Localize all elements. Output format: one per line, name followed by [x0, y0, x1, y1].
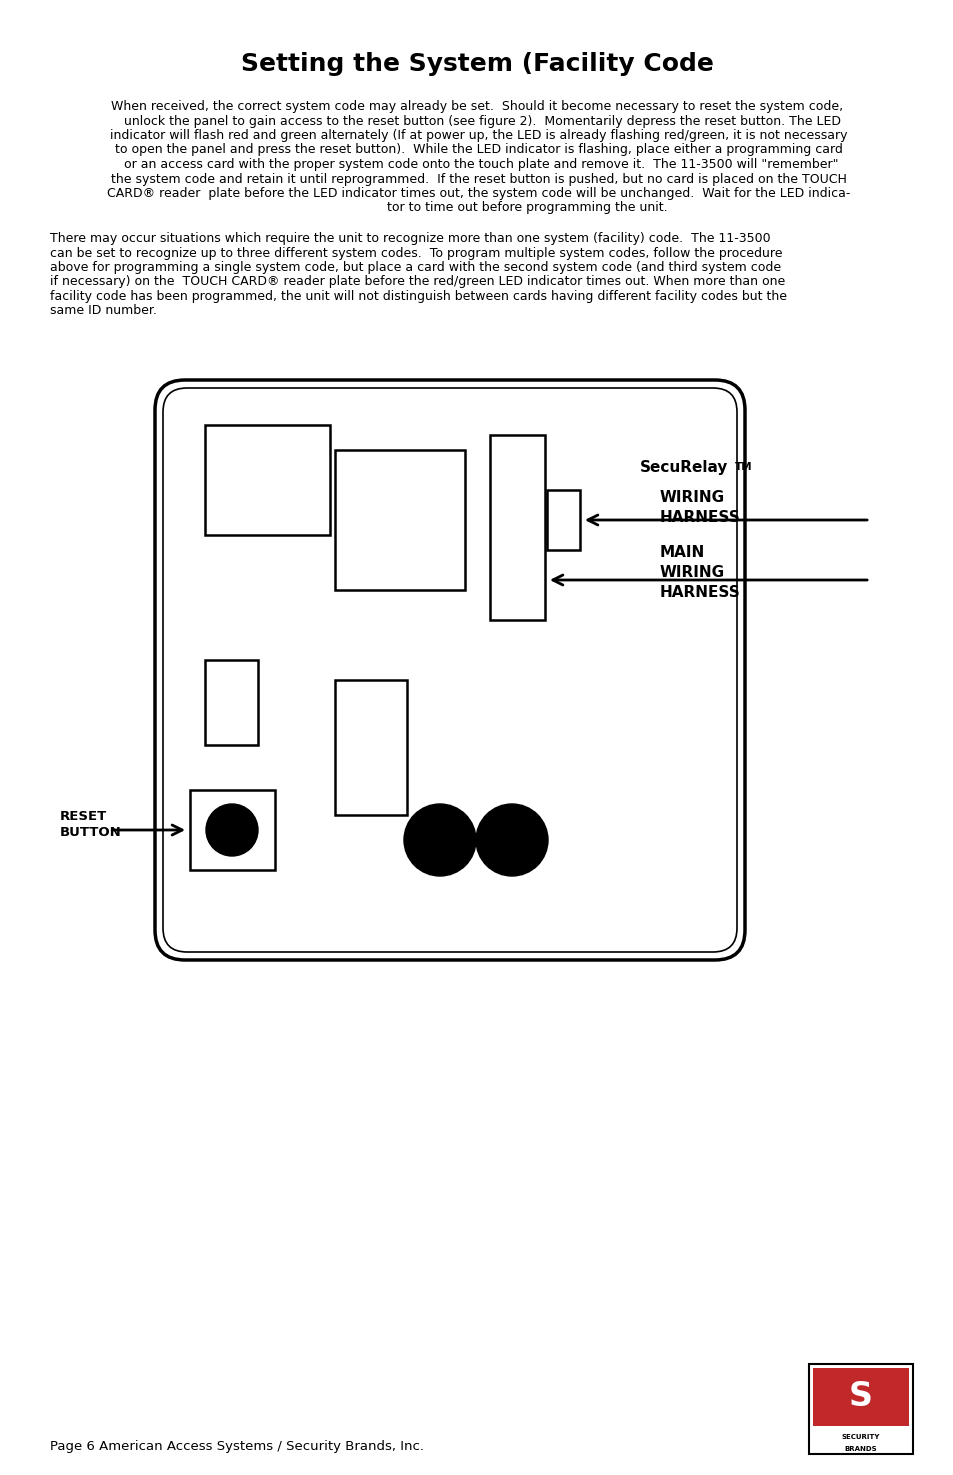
- Text: tor to time out before programming the unit.: tor to time out before programming the u…: [287, 202, 666, 214]
- Text: above for programming a single system code, but place a card with the second sys: above for programming a single system co…: [50, 261, 781, 274]
- Circle shape: [206, 804, 257, 856]
- Text: S: S: [848, 1381, 872, 1413]
- Circle shape: [403, 804, 476, 876]
- Text: to open the panel and press the reset button).  While the LED indicator is flash: to open the panel and press the reset bu…: [111, 143, 842, 156]
- Bar: [190, 791, 274, 870]
- Text: same ID number.: same ID number.: [50, 304, 156, 317]
- Text: SECURITY: SECURITY: [841, 1434, 880, 1440]
- Text: Setting the System (Facility Code: Setting the System (Facility Code: [240, 52, 713, 77]
- Text: facility code has been programmed, the unit will not distinguish between cards h: facility code has been programmed, the u…: [50, 291, 786, 302]
- Bar: [490, 435, 544, 620]
- Text: WIRING: WIRING: [659, 565, 724, 580]
- Text: MAIN: MAIN: [659, 544, 704, 560]
- Text: HARNESS: HARNESS: [659, 510, 740, 525]
- Text: BRANDS: BRANDS: [843, 1446, 877, 1451]
- Text: if necessary) on the  TOUCH CARD® reader plate before the red/green LED indicato: if necessary) on the TOUCH CARD® reader …: [50, 276, 784, 289]
- Bar: [205, 659, 257, 745]
- Text: TM: TM: [734, 462, 752, 472]
- Circle shape: [476, 804, 547, 876]
- Bar: [812, 1369, 908, 1426]
- Text: WIRING: WIRING: [659, 490, 724, 504]
- Text: RESET: RESET: [60, 810, 107, 823]
- Bar: [335, 680, 407, 816]
- Text: or an access card with the proper system code onto the touch plate and remove it: or an access card with the proper system…: [115, 158, 838, 171]
- Text: can be set to recognize up to three different system codes.  To program multiple: can be set to recognize up to three diff…: [50, 246, 781, 260]
- Text: When received, the correct system code may already be set.  Should it become nec: When received, the correct system code m…: [111, 100, 842, 114]
- Bar: [205, 425, 330, 535]
- Text: BUTTON: BUTTON: [60, 826, 122, 839]
- Text: HARNESS: HARNESS: [659, 586, 740, 600]
- Bar: [335, 450, 464, 590]
- Bar: [546, 490, 579, 550]
- Text: indicator will flash red and green alternately (If at power up, the LED is alrea: indicator will flash red and green alter…: [106, 128, 847, 142]
- FancyBboxPatch shape: [154, 381, 744, 960]
- Text: Page 6 American Access Systems / Security Brands, Inc.: Page 6 American Access Systems / Securit…: [50, 1440, 423, 1453]
- Text: unlock the panel to gain access to the reset button (see figure 2).  Momentarily: unlock the panel to gain access to the r…: [112, 115, 841, 127]
- Text: There may occur situations which require the unit to recognize more than one sys: There may occur situations which require…: [50, 232, 770, 245]
- Text: SecuRelay: SecuRelay: [639, 460, 727, 475]
- Text: the system code and retain it until reprogrammed.  If the reset button is pushed: the system code and retain it until repr…: [107, 173, 846, 186]
- Text: CARD® reader  plate before the LED indicator times out, the system code will be : CARD® reader plate before the LED indica…: [103, 187, 850, 201]
